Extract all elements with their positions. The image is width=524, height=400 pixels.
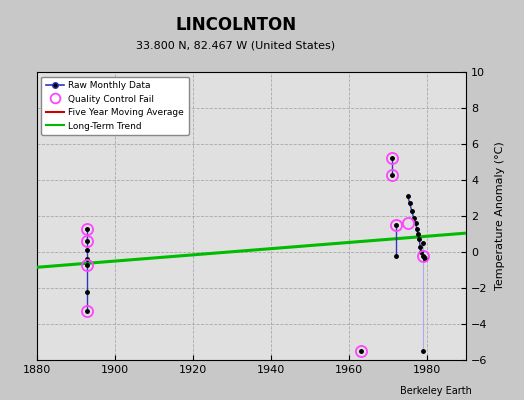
Text: Berkeley Earth: Berkeley Earth xyxy=(400,386,472,396)
Legend: Raw Monthly Data, Quality Control Fail, Five Year Moving Average, Long-Term Tren: Raw Monthly Data, Quality Control Fail, … xyxy=(41,76,189,135)
Y-axis label: Temperature Anomaly (°C): Temperature Anomaly (°C) xyxy=(495,142,505,290)
Text: 33.800 N, 82.467 W (United States): 33.800 N, 82.467 W (United States) xyxy=(136,40,335,50)
Text: LINCOLNTON: LINCOLNTON xyxy=(175,16,297,34)
